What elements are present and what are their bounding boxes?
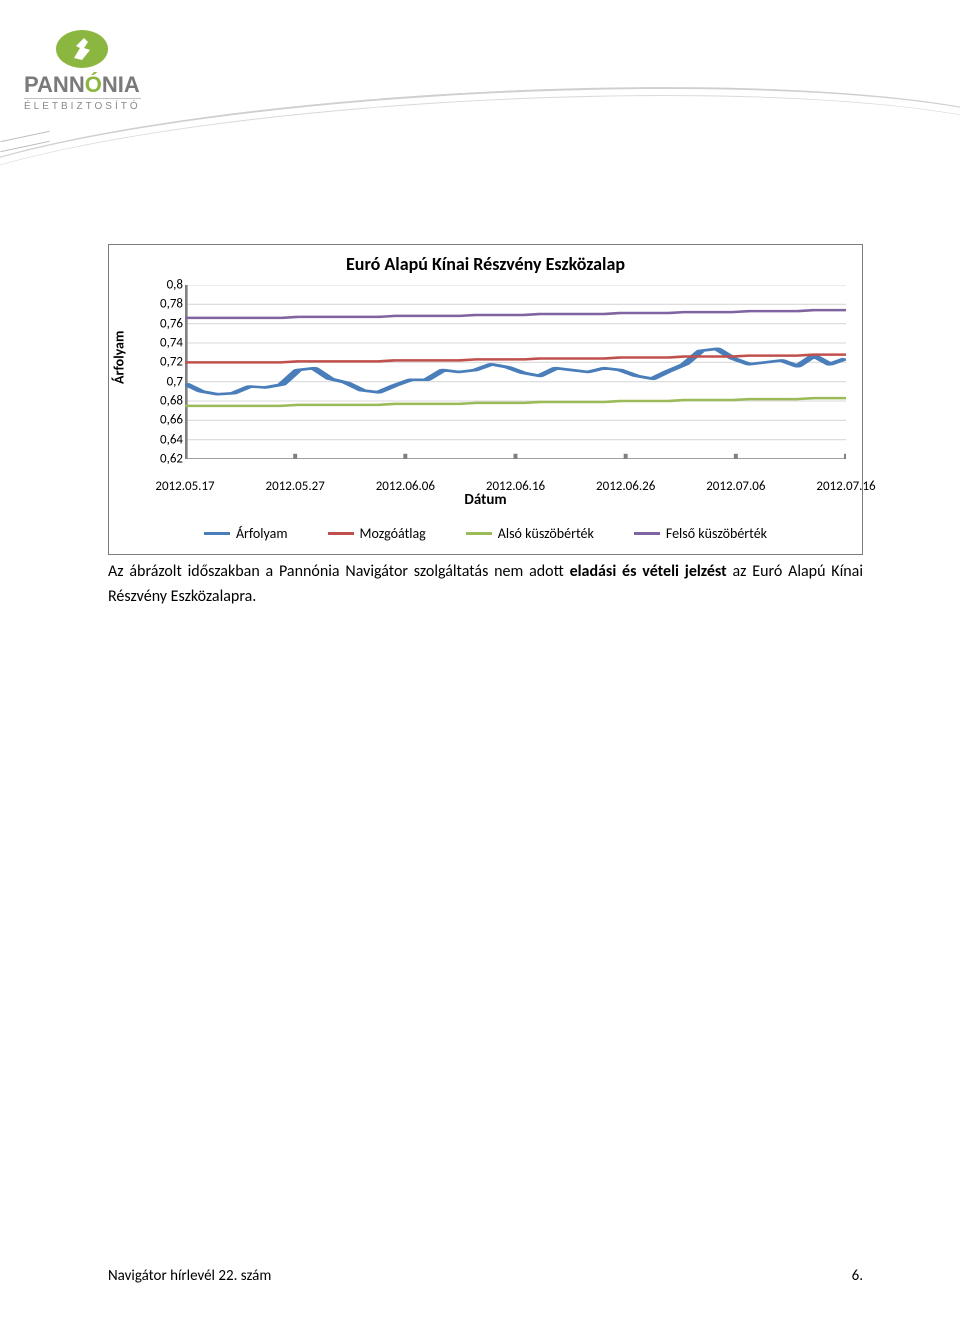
y-tick-label: 0,78 — [160, 297, 183, 312]
legend-swatch — [204, 532, 230, 535]
page-footer: Navigátor hírlevél 22. szám 6. — [108, 1267, 863, 1285]
y-ticks: 0,620,640,660,680,70,720,740,760,780,8 — [143, 285, 183, 459]
y-tick-label: 0,68 — [160, 394, 183, 409]
footer-page: 6. — [852, 1267, 863, 1285]
legend-item: Mozgóátlag — [328, 525, 426, 542]
chart-legend: Árfolyam Mozgóátlag Alsó küszöbérték Felső … — [109, 517, 862, 554]
y-tick-label: 0,72 — [160, 355, 183, 370]
runner-icon — [54, 28, 110, 70]
logo-accent: Ó — [85, 72, 102, 97]
y-tick-label: 0,8 — [167, 278, 183, 293]
line-chart — [185, 285, 846, 459]
x-tick-label: 2012.06.16 — [486, 479, 545, 494]
logo-subtitle: ÉLETBIZTOSÍTÓ — [24, 98, 141, 112]
y-tick-label: 0,74 — [160, 336, 183, 351]
legend-item: Árfolyam — [204, 525, 288, 542]
chart-card: Euró Alapú Kínai Részvény Eszközalap Árf… — [108, 244, 863, 555]
logo-text: NIA — [102, 72, 140, 97]
legend-item: Felső küszöbérték — [634, 525, 767, 542]
x-tick-label: 2012.05.17 — [155, 479, 214, 494]
logo-text: PANN — [24, 72, 85, 97]
chart-area: Árfolyam 0,620,640,660,680,70,720,740,76… — [129, 279, 862, 489]
logo: PANNÓNIA ÉLETBIZTOSÍTÓ — [24, 28, 141, 112]
legend-swatch — [466, 532, 492, 535]
y-tick-label: 0,76 — [160, 316, 183, 331]
x-tick-label: 2012.07.06 — [706, 479, 765, 494]
x-tick-label: 2012.06.06 — [376, 479, 435, 494]
page-header: PANNÓNIA ÉLETBIZTOSÍTÓ — [0, 0, 960, 190]
plot-area — [185, 285, 846, 459]
legend-label: Árfolyam — [236, 525, 288, 542]
chart-title: Euró Alapú Kínai Részvény Eszközalap — [109, 245, 862, 279]
y-tick-label: 0,66 — [160, 413, 183, 428]
legend-swatch — [328, 532, 354, 535]
legend-item: Alsó küszöbérték — [466, 525, 594, 542]
body-paragraph: Az ábrázolt időszakban a Pannónia Navigá… — [108, 560, 863, 610]
y-axis-label: Árfolyam — [111, 331, 128, 384]
y-tick-label: 0,64 — [160, 432, 183, 447]
legend-swatch — [634, 532, 660, 535]
y-tick-label: 0,62 — [160, 452, 183, 467]
footer-left: Navigátor hírlevél 22. szám — [108, 1267, 271, 1285]
legend-label: Alsó küszöbérték — [498, 525, 594, 542]
legend-label: Felső küszöbérték — [666, 525, 767, 542]
x-tick-label: 2012.05.27 — [266, 479, 325, 494]
body-bold: eladási és vételi jelzést — [570, 562, 727, 581]
body-text: Az ábrázolt időszakban a Pannónia Navigá… — [108, 562, 570, 581]
y-tick-label: 0,7 — [167, 374, 183, 389]
x-tick-label: 2012.07.16 — [816, 479, 875, 494]
legend-label: Mozgóátlag — [360, 525, 426, 542]
header-scribble — [0, 130, 60, 170]
x-tick-label: 2012.06.26 — [596, 479, 655, 494]
